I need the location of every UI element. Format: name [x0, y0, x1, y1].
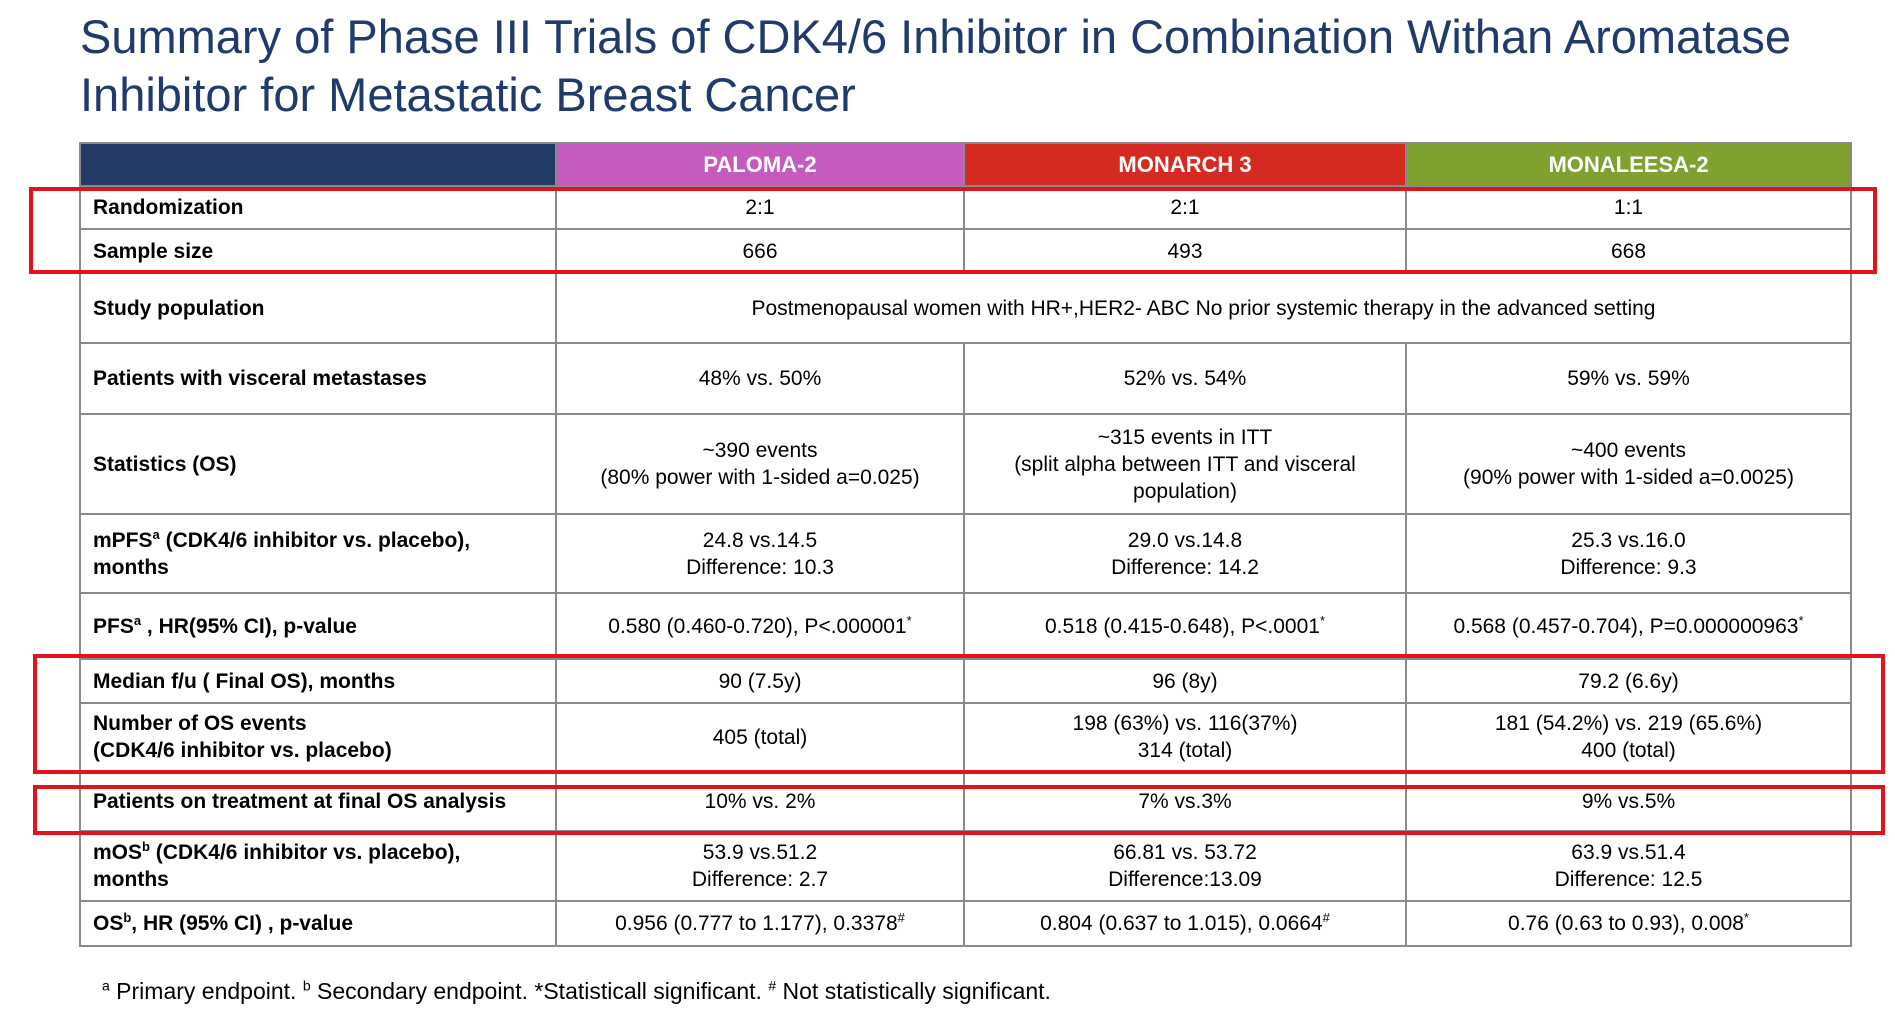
table-cell: 0.568 (0.457-0.704), P=0.000000963*	[1405, 592, 1852, 660]
cell-text: 0.518 (0.415-0.648), P<.0001	[1044, 614, 1320, 638]
table-row-visceral-metastases: Patients with visceral metastases 48% vs…	[79, 342, 1852, 415]
footnote-text: Secondary endpoint. *Statisticall signif…	[310, 978, 769, 1004]
table-cell: 59% vs. 59%	[1405, 342, 1852, 415]
label-text: , HR(95% CI), p-value	[141, 614, 357, 638]
table-cell: 2:1	[963, 185, 1407, 230]
table-row-randomization: Randomization 2:1 2:1 1:1	[79, 185, 1852, 230]
table-cell: 10% vs. 2%	[555, 770, 965, 832]
superscript-mark: b	[142, 839, 150, 854]
table-cell: 52% vs. 54%	[963, 342, 1407, 415]
table-row-mpfs: mPFSa (CDK4/6 inhibitor vs. placebo), mo…	[79, 513, 1852, 594]
superscript-mark: b	[123, 910, 132, 925]
footnote: a Primary endpoint. b Secondary endpoint…	[102, 978, 1051, 1005]
trial-summary-table: PALOMA-2 MONARCH 3 MONALEESA-2 Randomiza…	[79, 142, 1852, 947]
table-cell: 79.2 (6.6y)	[1405, 658, 1852, 704]
superscript-mark: *	[1743, 910, 1749, 925]
header-monaleesa-2: MONALEESA-2	[1405, 142, 1852, 187]
row-label: Patients on treatment at final OS analys…	[79, 770, 557, 832]
table-cell: 493	[963, 228, 1407, 274]
cell-text: 0.568 (0.457-0.704), P=0.000000963	[1453, 614, 1799, 638]
table-cell: ~315 events in ITT (split alpha between …	[963, 413, 1407, 515]
label-text: PFS	[93, 614, 134, 638]
table-row-pfs-hr: PFSa , HR(95% CI), p-value 0.580 (0.460-…	[79, 592, 1852, 660]
table-cell: 63.9 vs.51.4 Difference: 12.5	[1405, 830, 1852, 902]
superscript-mark: a	[133, 612, 142, 628]
table-cell: 0.804 (0.637 to 1.015), 0.0664#	[963, 900, 1407, 947]
table-cell: 96 (8y)	[963, 658, 1407, 704]
table-row-os-events: Number of OS events (CDK4/6 inhibitor vs…	[79, 702, 1852, 772]
table-cell: 0.956 (0.777 to 1.177), 0.3378#	[555, 900, 965, 947]
footnote-mark: a	[102, 977, 110, 994]
superscript-mark: *	[906, 612, 912, 628]
cell-text: 0.956 (0.777 to 1.177), 0.3378	[615, 912, 898, 935]
header-paloma-2: PALOMA-2	[555, 142, 965, 187]
row-label: PFSa , HR(95% CI), p-value	[79, 592, 557, 660]
table-cell: 1:1	[1405, 185, 1852, 230]
table-cell: 90 (7.5y)	[555, 658, 965, 704]
row-label: mOSb (CDK4/6 inhibitor vs. placebo), mon…	[79, 830, 557, 902]
row-label: Statistics (OS)	[79, 413, 557, 515]
table-cell: 25.3 vs.16.0 Difference: 9.3	[1405, 513, 1852, 594]
table-cell: 0.518 (0.415-0.648), P<.0001*	[963, 592, 1407, 660]
label-text: mOS	[93, 841, 143, 864]
table-row-os-hr: OSb, HR (95% CI) , p-value 0.956 (0.777 …	[79, 900, 1852, 947]
footnote-text: Primary endpoint.	[109, 978, 303, 1004]
table-cell: 198 (63%) vs. 116(37%) 314 (total)	[963, 702, 1407, 772]
table-cell: 29.0 vs.14.8 Difference: 14.2	[963, 513, 1407, 594]
table-row-mos: mOSb (CDK4/6 inhibitor vs. placebo), mon…	[79, 830, 1852, 902]
table-cell: ~390 events (80% power with 1-sided a=0.…	[555, 413, 965, 515]
superscript-mark: #	[897, 910, 905, 925]
table-cell: 666	[555, 228, 965, 274]
label-text: (CDK4/6 inhibitor vs. placebo), months	[93, 528, 471, 579]
cell-text: 0.804 (0.637 to 1.015), 0.0664	[1040, 912, 1323, 935]
superscript-mark: *	[1798, 612, 1804, 628]
cell-text: 0.580 (0.460-0.720), P<.000001	[608, 614, 907, 638]
row-label: Patients with visceral metastases	[79, 342, 557, 415]
superscript-mark: #	[1322, 910, 1330, 925]
table-cell: 0.580 (0.460-0.720), P<.000001*	[555, 592, 965, 660]
footnote-text: Not statistically significant.	[776, 978, 1051, 1004]
table-row-on-treatment: Patients on treatment at final OS analys…	[79, 770, 1852, 832]
row-label: Study population	[79, 272, 557, 344]
label-text: mPFS	[93, 528, 153, 552]
row-label: Sample size	[79, 228, 557, 274]
label-text: OS	[93, 912, 124, 935]
superscript-mark: *	[1319, 612, 1326, 628]
table-cell: 7% vs.3%	[963, 770, 1407, 832]
header-corner-cell	[79, 142, 557, 187]
table-cell-merged: Postmenopausal women with HR+,HER2- ABC …	[555, 272, 1852, 344]
row-label: Number of OS events (CDK4/6 inhibitor vs…	[79, 702, 557, 772]
footnote-mark: #	[768, 977, 777, 994]
table-cell: 2:1	[555, 185, 965, 230]
header-row: PALOMA-2 MONARCH 3 MONALEESA-2	[79, 142, 1852, 187]
row-label: Median f/u ( Final OS), months	[79, 658, 557, 704]
table-cell: ~400 events (90% power with 1-sided a=0.…	[1405, 413, 1852, 515]
table-cell: 0.76 (0.63 to 0.93), 0.008*	[1405, 900, 1852, 947]
table-row-median-followup: Median f/u ( Final OS), months 90 (7.5y)…	[79, 658, 1852, 704]
table-row-sample-size: Sample size 666 493 668	[79, 228, 1852, 274]
table-cell: 405 (total)	[555, 702, 965, 772]
table-cell: 9% vs.5%	[1405, 770, 1852, 832]
table-cell: 66.81 vs. 53.72 Difference:13.09	[963, 830, 1407, 902]
table-cell: 24.8 vs.14.5 Difference: 10.3	[555, 513, 965, 594]
table-cell: 53.9 vs.51.2 Difference: 2.7	[555, 830, 965, 902]
label-text: (CDK4/6 inhibitor vs. placebo), months	[93, 841, 461, 891]
table-cell: 181 (54.2%) vs. 219 (65.6%) 400 (total)	[1405, 702, 1852, 772]
cell-text: 0.76 (0.63 to 0.93), 0.008	[1508, 912, 1744, 935]
row-label: Randomization	[79, 185, 557, 230]
footnote-mark: b	[302, 977, 311, 994]
header-monarch-3: MONARCH 3	[963, 142, 1407, 187]
table-cell: 668	[1405, 228, 1852, 274]
table-row-study-population: Study population Postmenopausal women wi…	[79, 272, 1852, 344]
table-cell: 48% vs. 50%	[555, 342, 965, 415]
row-label: OSb, HR (95% CI) , p-value	[79, 900, 557, 947]
row-label: mPFSa (CDK4/6 inhibitor vs. placebo), mo…	[79, 513, 557, 594]
page-title: Summary of Phase III Trials of CDK4/6 In…	[80, 10, 1792, 121]
table-row-statistics-os: Statistics (OS) ~390 events (80% power w…	[79, 413, 1852, 515]
label-text: , HR (95% CI) , p-value	[131, 912, 354, 935]
superscript-mark: a	[152, 526, 160, 542]
